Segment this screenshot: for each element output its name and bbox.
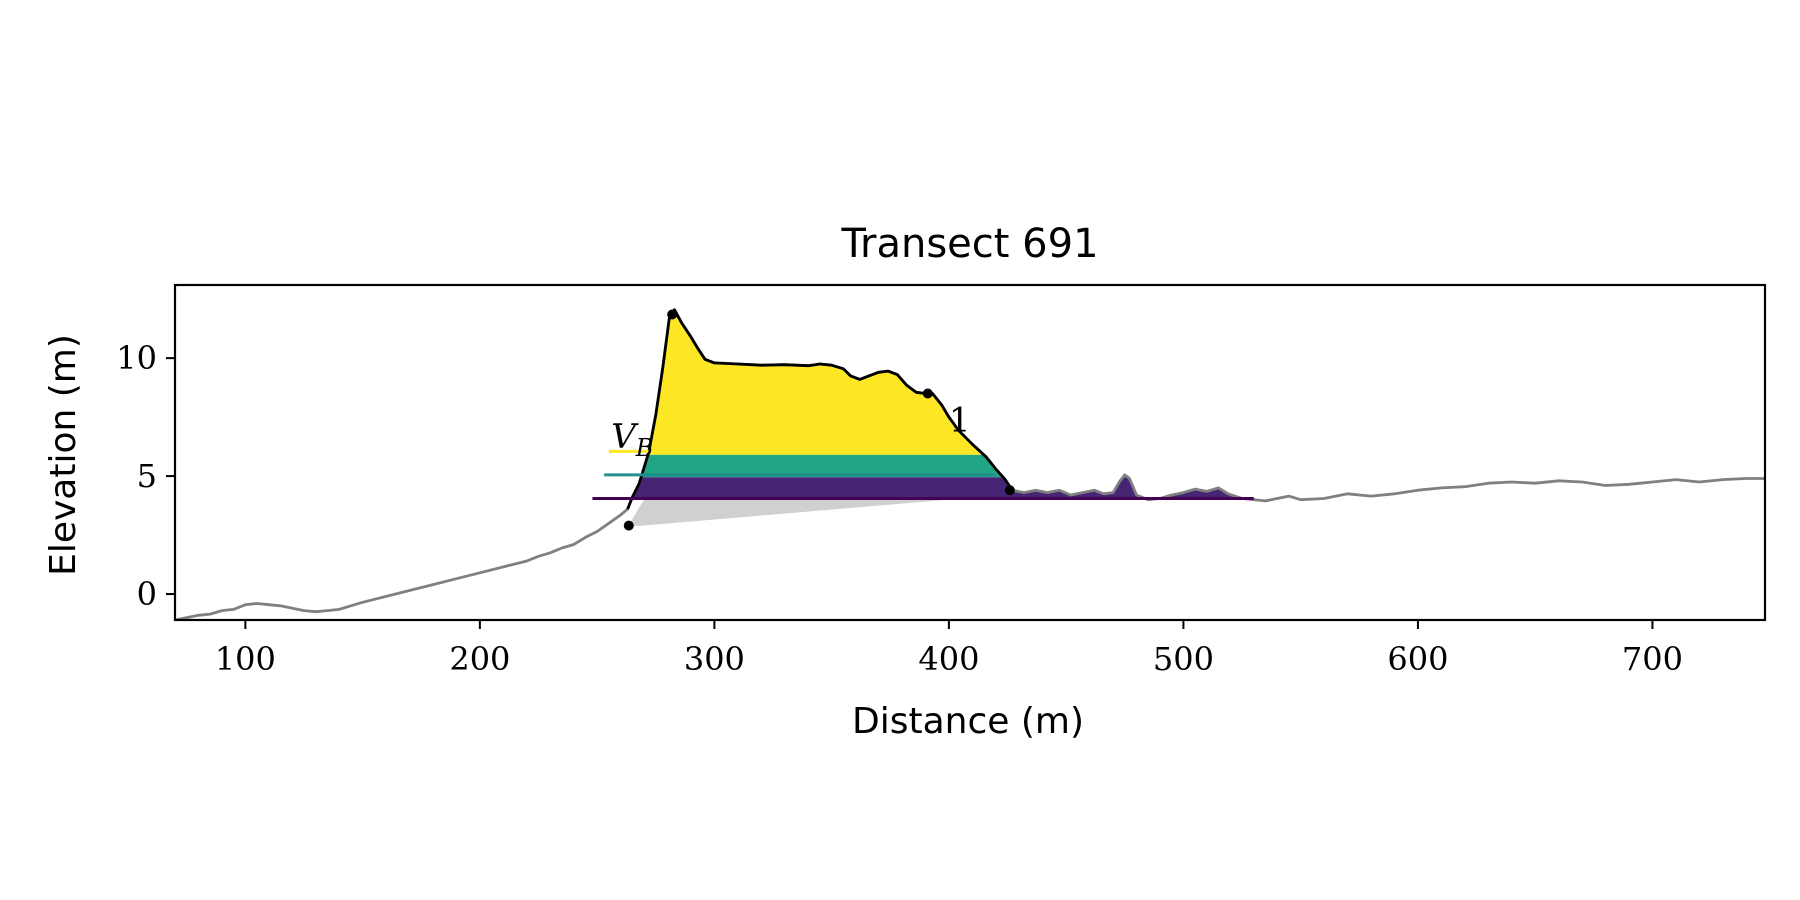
base-wedge-fill <box>627 499 949 527</box>
layer-upper <box>627 309 1254 455</box>
plot-frame <box>173 283 1767 622</box>
x-axis-label: Distance (m) <box>852 701 1084 742</box>
x-axis-ticks: 100 200 300 400 500 600 700 <box>215 620 1683 678</box>
reference-lines <box>592 449 1254 501</box>
x-tick-label: 600 <box>1387 640 1448 678</box>
annotation-0: VB <box>611 417 653 462</box>
x-tick-label: 200 <box>449 640 510 678</box>
plot-area <box>175 308 1765 620</box>
layer-lower <box>627 477 1254 500</box>
key-points <box>623 309 1015 531</box>
chart-title: Transect 691 <box>840 221 1098 267</box>
key-point-3 <box>1004 485 1015 496</box>
x-tick-label: 300 <box>684 640 745 678</box>
volume-layers <box>627 309 1254 500</box>
x-tick-label: 100 <box>215 640 276 678</box>
x-tick-label: 500 <box>1153 640 1214 678</box>
key-point-1 <box>667 309 678 320</box>
x-tick-label: 400 <box>918 640 979 678</box>
y-axis-ticks: 0 5 10 <box>116 339 175 613</box>
annotation-1: 1 <box>949 400 971 440</box>
x-tick-label: 700 <box>1622 640 1683 678</box>
y-tick-label: 10 <box>116 339 157 377</box>
y-tick-label: 0 <box>137 575 157 613</box>
key-point-0 <box>623 520 634 531</box>
key-point-2 <box>922 388 933 399</box>
y-tick-label: 5 <box>137 457 157 495</box>
y-axis-label: Elevation (m) <box>43 334 84 576</box>
